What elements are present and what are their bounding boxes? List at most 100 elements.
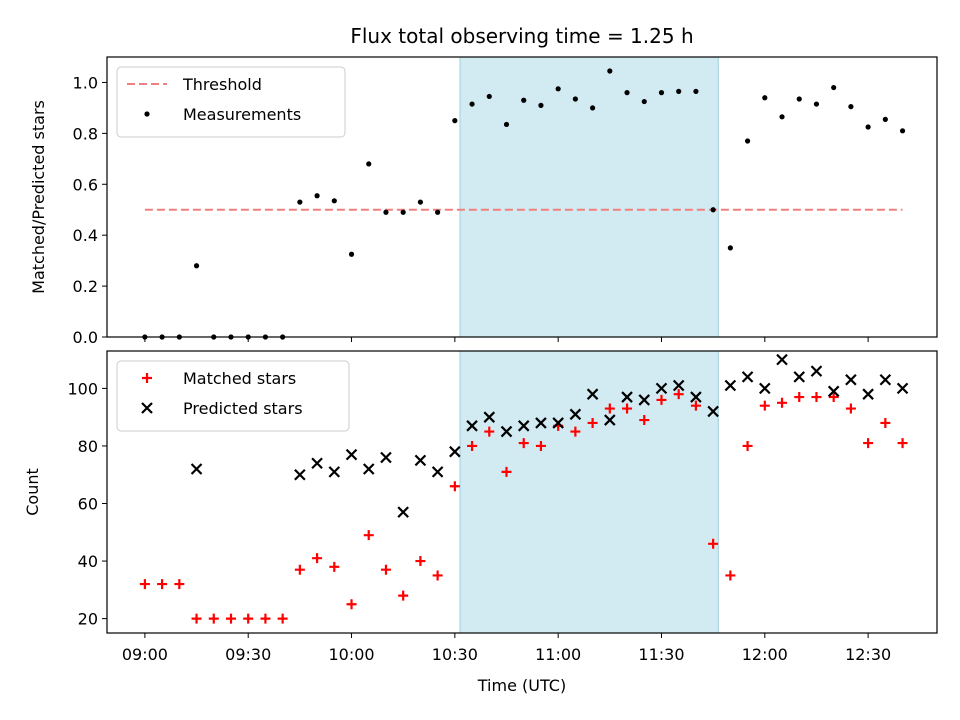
bottom-series-1-point-29 [776, 353, 788, 366]
top-series-0-point-28 [624, 90, 630, 96]
bottom-series-0-point-1 [157, 579, 168, 590]
bottom-y-tick-label-1: 40 [78, 552, 98, 571]
bottom-series-1-point-32 [827, 385, 840, 398]
top-y-tick-label-4: 0.8 [73, 124, 98, 143]
bottom-legend-label-0: Matched stars [183, 369, 296, 388]
bottom-series-0-point-40 [828, 392, 839, 403]
top-series-0-point-30 [658, 90, 665, 96]
bottom-series-1-point-4 [345, 448, 358, 461]
bottom-series-0-point-32 [690, 400, 701, 411]
bottom-series-1-point-23 [672, 379, 685, 392]
x-tick-label-2: 10:00 [328, 645, 374, 664]
bottom-series-1-point-15 [535, 417, 547, 429]
bottom-legend-box [116, 360, 350, 432]
bottom-series-0-point-38 [794, 392, 805, 403]
bottom-series-0-point-21 [501, 466, 512, 477]
bottom-series-0-point-42 [863, 438, 874, 449]
bottom-y-tick-label-2: 60 [78, 495, 98, 514]
x-tick-label-7: 12:30 [845, 645, 891, 664]
bottom-series-1-point-25 [707, 405, 719, 418]
bottom-series-1-point-36 [896, 382, 909, 395]
bottom-series-0-point-7 [260, 613, 271, 624]
bottom-y-tick-label-3: 80 [78, 437, 98, 456]
x-tick-label-1: 09:30 [225, 645, 271, 664]
top-series-0-point-12 [348, 251, 355, 257]
top-series-0-point-18 [452, 118, 458, 124]
top-y-tick-label-3: 0.6 [73, 175, 98, 194]
bottom-series-0-point-9 [294, 564, 305, 575]
x-axis-label: Time (UTC) [477, 676, 566, 695]
bottom-legend-swatch-1 [141, 402, 153, 414]
bottom-series-1-point-12 [483, 411, 496, 423]
bottom-series-0-point-26 [587, 417, 598, 428]
bottom-series-0-point-28 [622, 403, 633, 414]
top-series-0-point-35 [744, 138, 751, 144]
bottom-series-0-point-35 [742, 440, 753, 451]
top-series-0-point-31 [676, 88, 682, 94]
bottom-series-0-point-17 [432, 570, 443, 581]
top-series-0-point-21 [503, 121, 510, 128]
bottom-series-1-point-18 [586, 388, 599, 400]
bottom-series-0-point-3 [191, 613, 202, 624]
bottom-series-1-point-34 [862, 388, 874, 400]
bottom-y-tick-label-0: 20 [78, 610, 98, 629]
bottom-series-0-point-14 [380, 564, 391, 575]
top-series-0-point-9 [297, 199, 303, 205]
bottom-series-1-point-1 [294, 468, 306, 481]
top-legend: Threshold Measurements [116, 66, 346, 138]
bottom-series-1-point-9 [431, 466, 444, 478]
bottom-series-1-point-17 [569, 408, 582, 421]
top-series-0-point-33 [710, 207, 716, 213]
top-series-0-point-14 [383, 209, 389, 215]
bottom-series-1-point-0 [190, 463, 203, 475]
bottom-series-0-point-4 [208, 613, 219, 624]
top-series-0-point-13 [366, 161, 372, 167]
bottom-series-0-point-23 [535, 440, 546, 451]
bottom-series-0-point-6 [243, 613, 254, 624]
bottom-axes-frame [106, 350, 938, 634]
top-y-tick-label-5: 1.0 [73, 73, 98, 92]
top-series-0-point-32 [693, 88, 699, 94]
top-series-0-point-44 [899, 128, 906, 134]
bottom-series-1-point-2 [311, 457, 323, 470]
bottom-series-0-point-43 [880, 417, 891, 428]
bottom-series-0-point-18 [449, 481, 460, 492]
bottom-series-0-point-41 [845, 403, 856, 414]
chart-title: Flux total observing time = 1.25 h [350, 24, 693, 48]
bottom-series-0-point-39 [811, 392, 822, 403]
bottom-series-1-point-22 [655, 382, 668, 395]
bottom-series-0-point-15 [398, 590, 409, 601]
top-y-tick-label-0: 0.0 [73, 328, 98, 347]
top-series-0-point-39 [813, 101, 820, 107]
bottom-series-1-point-24 [690, 391, 702, 403]
bottom-series-0-point-36 [759, 400, 770, 411]
top-legend-label-0: Threshold [182, 75, 262, 94]
top-series-0-point-41 [848, 104, 854, 110]
bottom-series-1 [190, 353, 909, 518]
top-series-0-point-24 [555, 86, 561, 92]
top-series-0-point-15 [400, 209, 406, 215]
bottom-series-1-point-11 [466, 420, 478, 432]
x-tick-label-4: 11:00 [535, 645, 581, 664]
top-series-0-point-25 [572, 96, 578, 102]
top-series-0-point-40 [831, 84, 837, 91]
top-series-0-point-26 [590, 105, 596, 111]
bottom-series-0-point-29 [639, 415, 650, 426]
bottom-series-0-point-10 [312, 553, 323, 564]
bottom-series-0-point-31 [673, 389, 684, 400]
bottom-series-1-point-19 [604, 414, 616, 426]
top-axes-frame [106, 56, 938, 338]
top-legend-label-1: Measurements [183, 105, 301, 124]
x-tick-label-3: 10:30 [432, 645, 478, 664]
top-series-0-point-43 [882, 116, 888, 122]
top-series-0-point-29 [641, 98, 647, 105]
bottom-series-0-point-0 [139, 579, 150, 590]
bottom-series-1-point-13 [500, 425, 513, 438]
bottom-series-1-point-7 [397, 506, 409, 518]
bottom-series-1-point-5 [362, 463, 375, 475]
x-tick-label-6: 12:00 [742, 645, 788, 664]
bottom-series-1-point-27 [741, 371, 754, 383]
bottom-series-0-point-37 [777, 397, 788, 408]
top-series-0-point-37 [779, 114, 785, 120]
bottom-legend-label-1: Predicted stars [183, 399, 303, 418]
